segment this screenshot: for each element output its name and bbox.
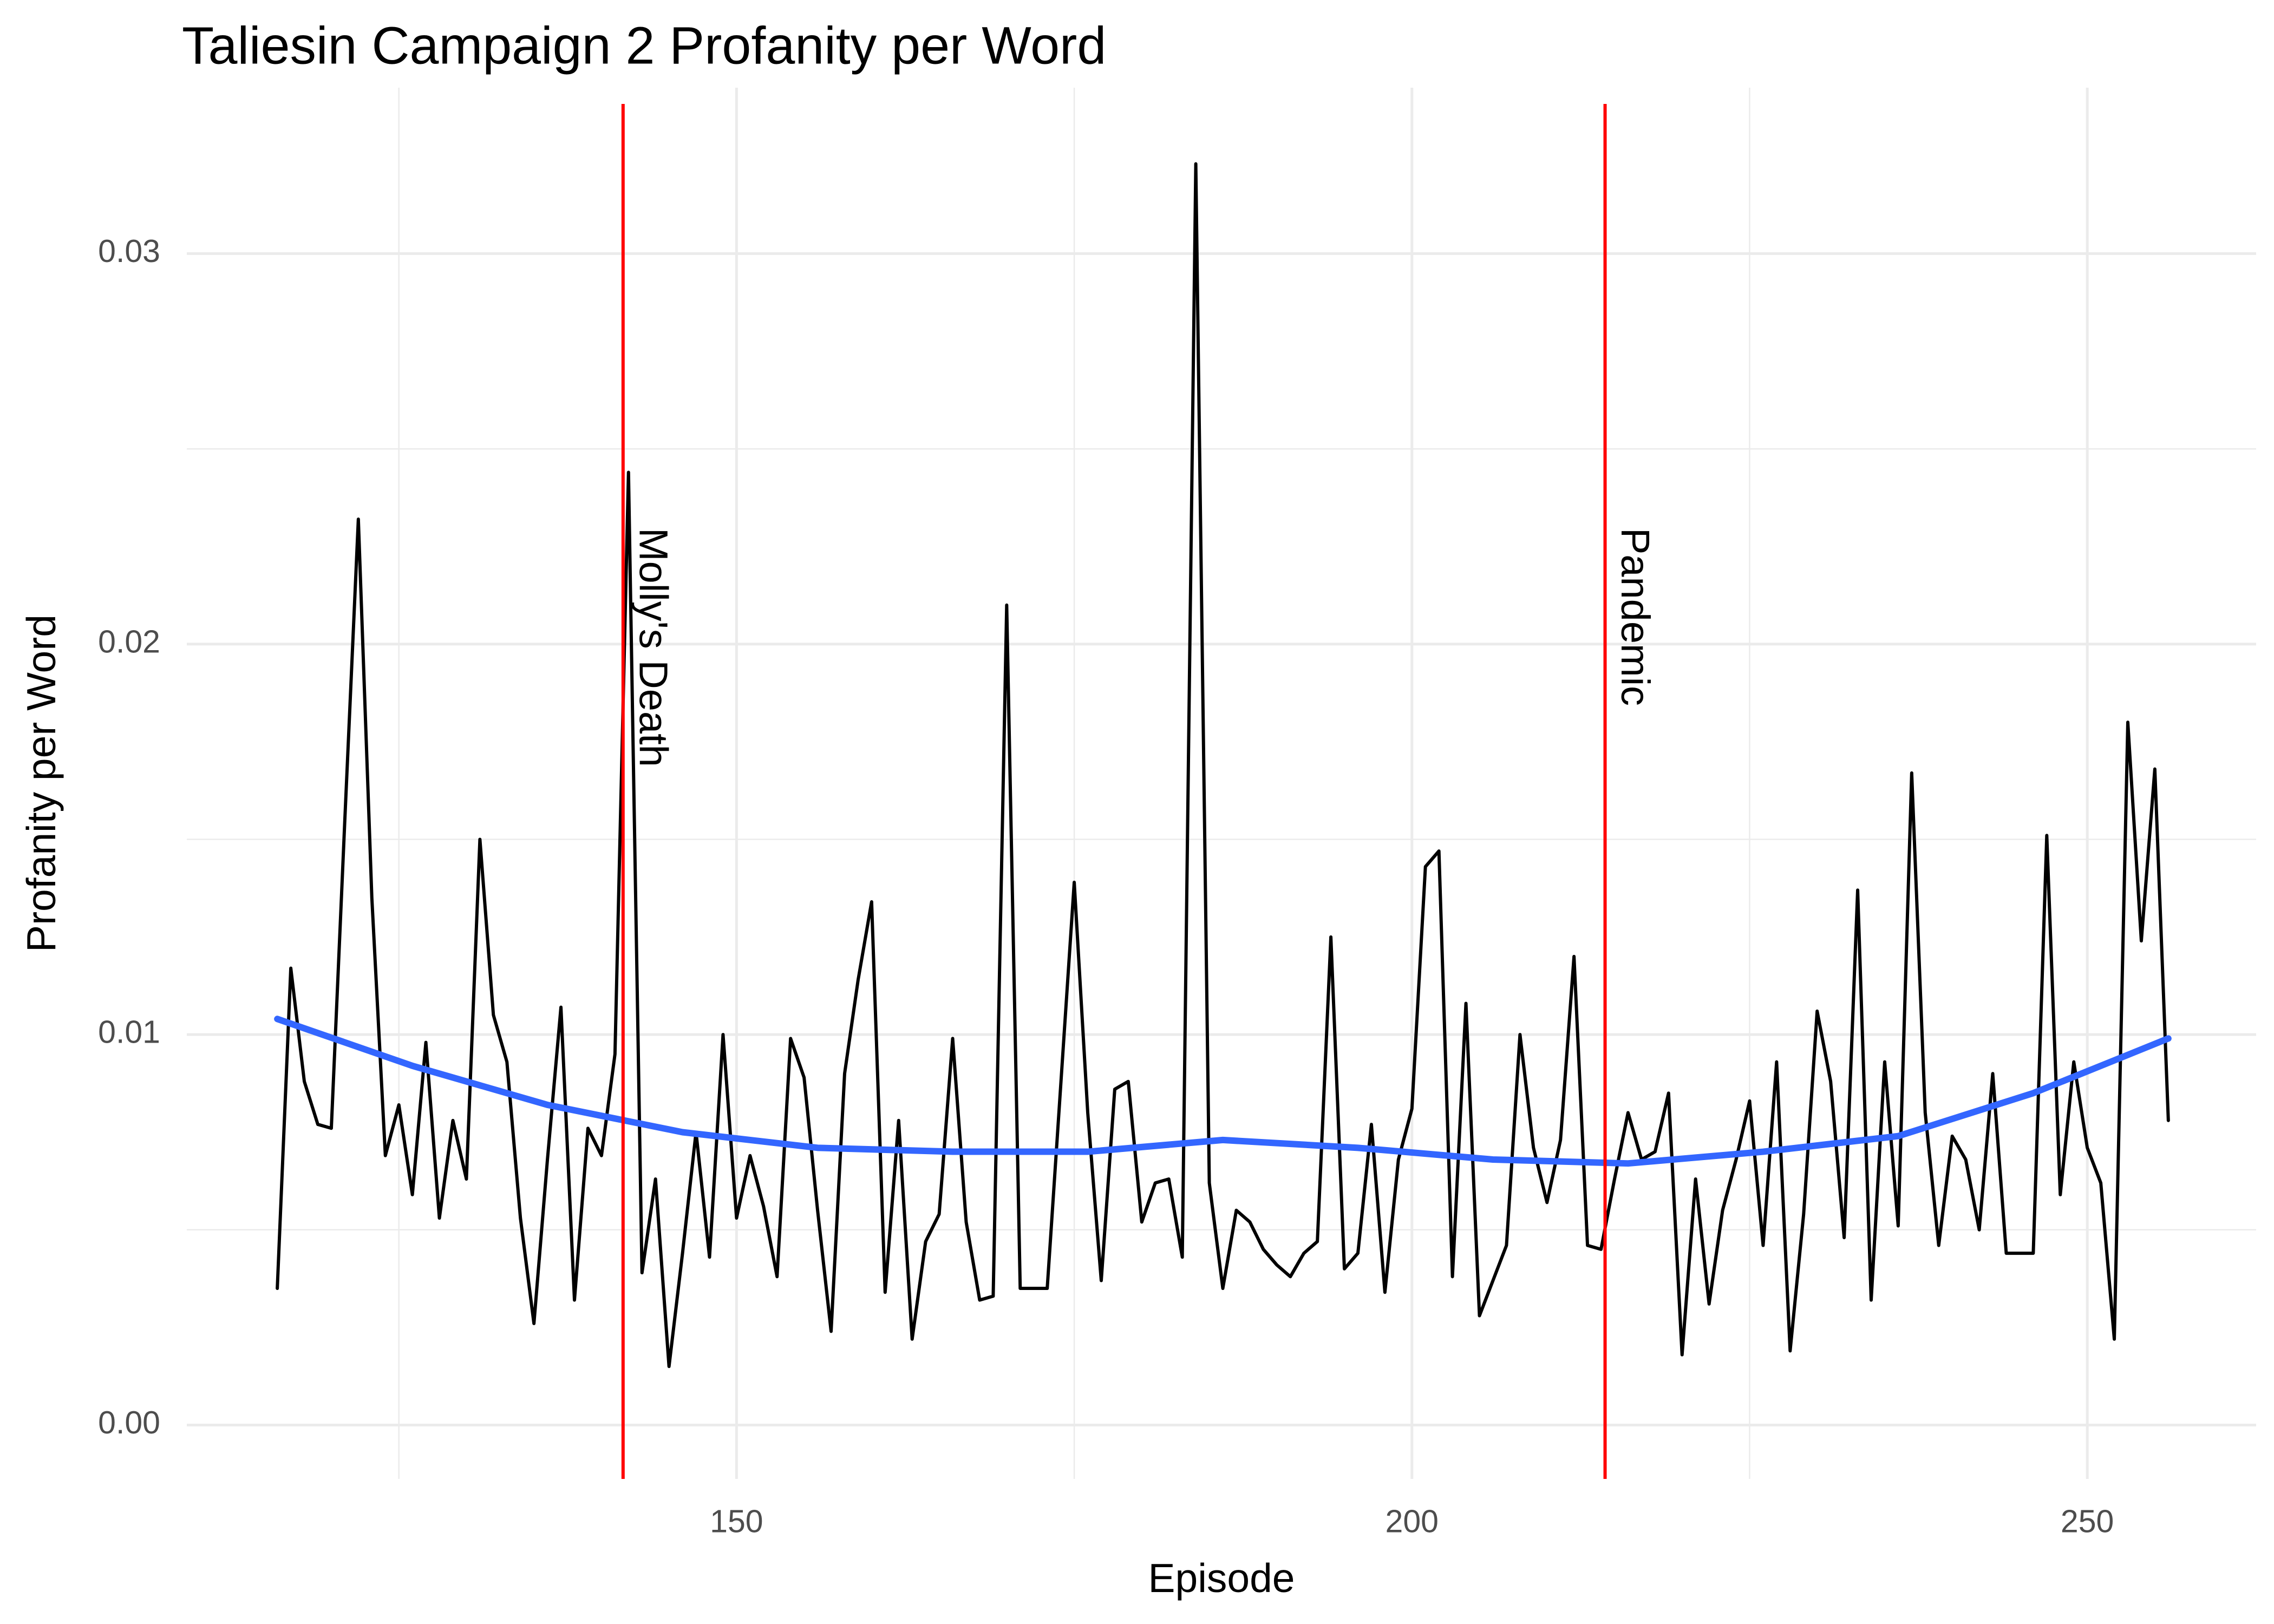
x-tick-label: 200 xyxy=(1386,1504,1439,1540)
data-line xyxy=(276,162,2170,1368)
x-tick-label: 250 xyxy=(2061,1504,2114,1540)
x-axis-title: Episode xyxy=(1148,1555,1295,1601)
plot-area xyxy=(274,104,2172,1479)
y-tick-label: 0.01 xyxy=(98,1014,160,1050)
event-label: Molly's Death xyxy=(631,528,676,767)
trend-line xyxy=(274,1016,2172,1167)
grid xyxy=(187,88,2256,1479)
y-tick-label: 0.03 xyxy=(98,233,160,269)
x-tick-label: 150 xyxy=(710,1504,763,1540)
chart-title: Taliesin Campaign 2 Profanity per Word xyxy=(182,16,1106,75)
y-tick-label: 0.00 xyxy=(98,1405,160,1440)
y-axis-title: Profanity per Word xyxy=(18,614,64,952)
y-tick-label: 0.02 xyxy=(98,624,160,659)
event-label: Pandemic xyxy=(1613,528,1658,706)
